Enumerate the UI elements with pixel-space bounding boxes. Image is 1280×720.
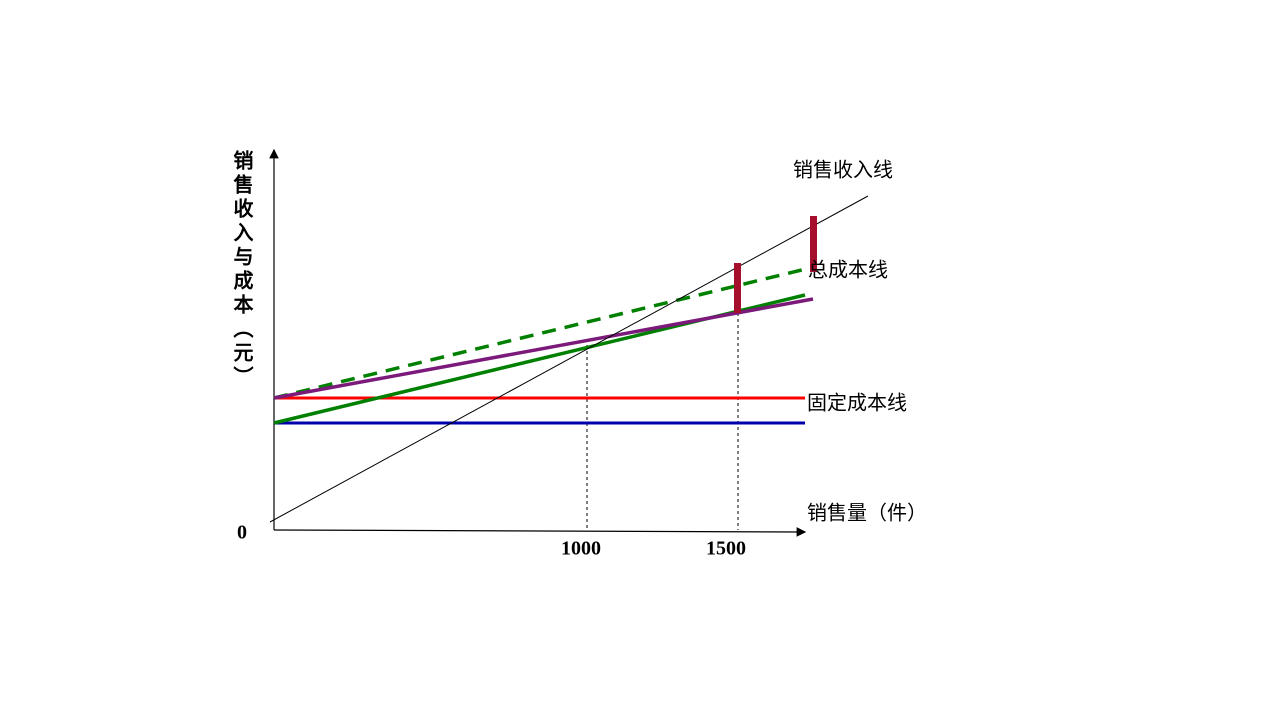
difference-bar: [810, 216, 817, 272]
y-axis-label: 销售收入与成本（元）: [230, 149, 253, 390]
total-cost-label: 总成本线: [808, 259, 888, 282]
revenue-line: [269, 195, 869, 523]
x-axis: [273, 527, 807, 537]
revenue-label: 销售收入线: [793, 159, 893, 182]
x-tick-label: 1500: [706, 538, 746, 560]
total-cost-line-dashed: [273, 266, 811, 400]
total-cost-line-purple: [273, 297, 814, 400]
x-tick-label: 1000: [561, 538, 601, 560]
x-axis-label: 销售量（件）: [807, 502, 927, 525]
difference-bar: [734, 263, 741, 313]
origin-label: 0: [237, 522, 247, 544]
fixed-cost-label: 固定成本线: [807, 392, 907, 415]
